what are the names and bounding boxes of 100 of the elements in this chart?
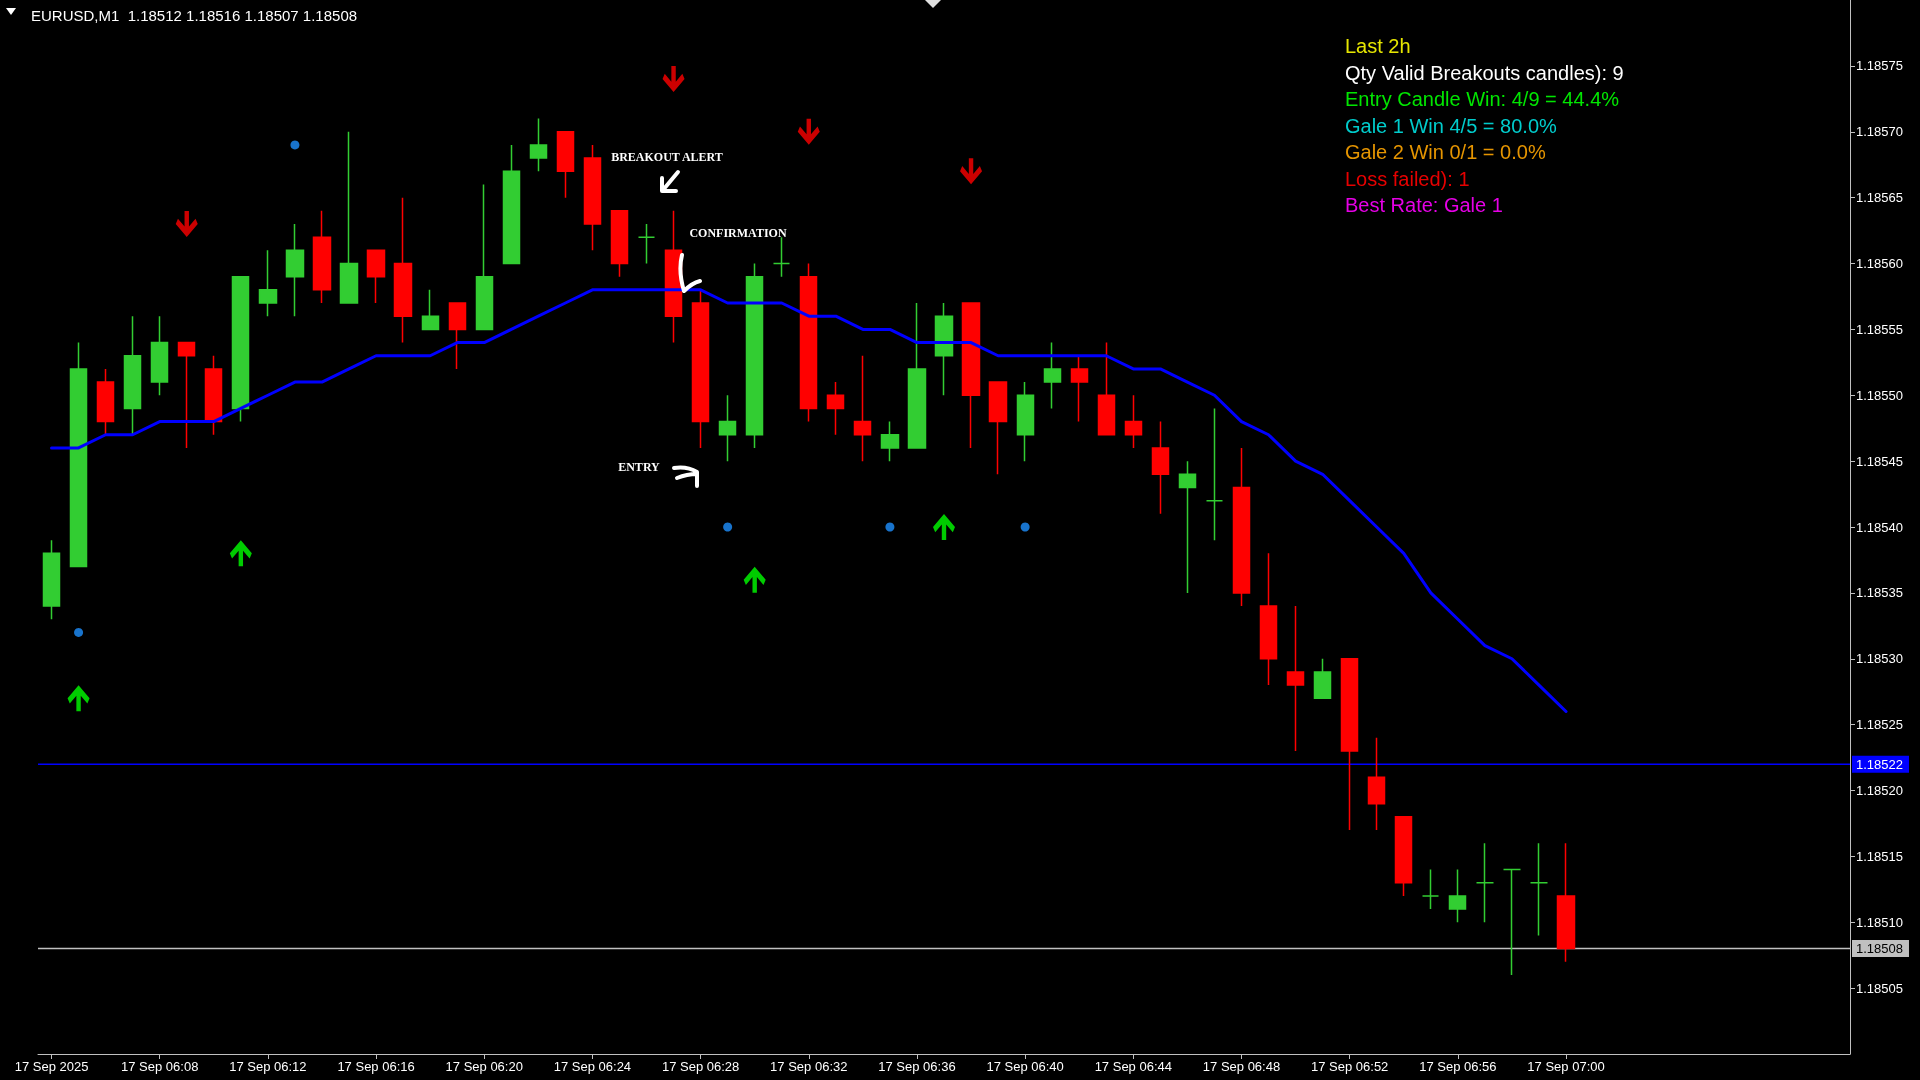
candlestick (1502, 868, 1522, 976)
candlestick (231, 275, 250, 423)
candlestick (1448, 868, 1467, 923)
candlestick (177, 341, 196, 449)
y-tick-label: 1.18565 (1856, 190, 1903, 206)
candlestick (42, 539, 61, 620)
candlestick (1475, 842, 1495, 923)
candlestick (772, 236, 791, 278)
candlestick (312, 210, 332, 304)
candlestick (1556, 842, 1576, 963)
x-tick-label: 17 Sep 06:08 (121, 1059, 199, 1074)
annotation: ENTRY (618, 460, 661, 474)
annotation: Gale 1 Win 4/5 = 80.0% (1345, 114, 1557, 137)
x-tick-label: 17 Sep 06:32 (770, 1059, 848, 1074)
y-tick-label: 1.18505 (1856, 980, 1903, 996)
candlestick (448, 302, 467, 370)
candlestick (853, 354, 872, 462)
candlestick (1232, 447, 1251, 607)
candlestick (1421, 868, 1440, 910)
line-series (50, 288, 1568, 713)
candlestick (502, 144, 521, 265)
x-tick-label: 17 Sep 06:16 (337, 1059, 415, 1074)
x-tick-label: 17 Sep 07:00 (1527, 1059, 1605, 1074)
candlestick (393, 196, 413, 344)
point (797, 118, 820, 145)
candlestick (1016, 381, 1035, 462)
candlestick (1313, 658, 1332, 700)
y-tick-label: 1.18515 (1856, 848, 1903, 864)
candlestick (123, 315, 142, 436)
y-tick-label: 1.18520 (1856, 783, 1903, 798)
y-tick-label: 1.18525 (1856, 717, 1903, 733)
y-tick-label: 1.18560 (1856, 256, 1903, 271)
point (933, 514, 955, 540)
point (74, 627, 84, 637)
point (743, 566, 766, 593)
candlestick (1286, 605, 1305, 752)
candlestick (1394, 816, 1413, 897)
x-tick-label: 17 Sep 06:24 (553, 1059, 632, 1074)
x-tick-label: 17 Sep 06:28 (661, 1059, 740, 1074)
candlestick (1043, 341, 1062, 410)
candlestick (718, 394, 737, 462)
y-tick-label: 1.18510 (1856, 914, 1903, 930)
candlestick (961, 302, 981, 449)
x-tick-label: 17 Sep 06:36 (878, 1059, 956, 1074)
ref-line-label: 1.18522 (1856, 756, 1903, 772)
y-tick-label: 1.18530 (1856, 651, 1903, 667)
text: EURUSD,M1 1.18512 1.18516 1.18507 1.18508 (31, 7, 358, 24)
candlestick (1097, 341, 1116, 436)
candlestick (880, 420, 900, 462)
candlestick (826, 381, 845, 436)
candlestick (637, 223, 656, 265)
candlestick (529, 117, 548, 173)
candlestick (69, 341, 88, 568)
annotation: Best Rate: Gale 1 (1345, 194, 1503, 216)
x-tick-label: 17 Sep 06:12 (229, 1059, 307, 1074)
candlestick (1529, 842, 1549, 937)
candlestick (583, 144, 602, 252)
y-tick-label: 1.18540 (1856, 519, 1903, 535)
point (67, 685, 90, 712)
point (662, 66, 685, 93)
y-tick-label: 1.18545 (1856, 453, 1903, 469)
x-tick-label: 17 Sep 06:20 (445, 1059, 523, 1074)
candlestick (1070, 354, 1089, 423)
candlestick (421, 289, 440, 331)
x-tick-label: 17 Sep 06:44 (1094, 1059, 1172, 1074)
annotation: CONFIRMATION (689, 226, 787, 240)
point (960, 158, 983, 185)
candlestick (339, 131, 359, 304)
candlestick (934, 302, 954, 396)
x-tick-label: 17 Sep 06:40 (986, 1059, 1064, 1074)
point (885, 522, 895, 532)
annotation: Entry Candle Win: 4/9 = 44.4% (1345, 88, 1620, 110)
candlestick (204, 354, 223, 436)
point (723, 522, 733, 532)
y-tick-label: 1.18570 (1856, 124, 1903, 140)
annotation: Qty Valid Breakouts candles): 9 (1345, 61, 1624, 84)
point (229, 540, 252, 567)
x-tick-label: 17 Sep 06:56 (1419, 1059, 1497, 1074)
x-tick-label: 17 Sep 2025 (14, 1059, 89, 1074)
candlestick (610, 210, 629, 278)
annotation: Last 2h (1345, 35, 1411, 57)
y-tick-label: 1.18555 (1856, 321, 1903, 337)
candlestick (556, 131, 575, 199)
candlestick (285, 223, 305, 317)
point (175, 210, 198, 237)
candlestick (1178, 460, 1197, 594)
y-tick-label: 1.18535 (1856, 585, 1903, 601)
y-tick-label: 1.18575 (1856, 58, 1903, 74)
candlestick (150, 315, 169, 396)
point (1020, 522, 1030, 532)
point (290, 140, 300, 150)
candlestick (1259, 552, 1278, 686)
candlestick (1367, 737, 1386, 831)
ref-line-label: 1.18508 (1856, 941, 1903, 957)
annotation: Gale 2 Win 0/1 = 0.0% (1345, 141, 1546, 163)
candlestick (907, 302, 927, 449)
candlestick (475, 183, 494, 331)
y-tick-label: 1.18550 (1856, 387, 1903, 403)
x-tick-label: 17 Sep 06:52 (1310, 1059, 1389, 1074)
candlestick (1205, 407, 1224, 541)
